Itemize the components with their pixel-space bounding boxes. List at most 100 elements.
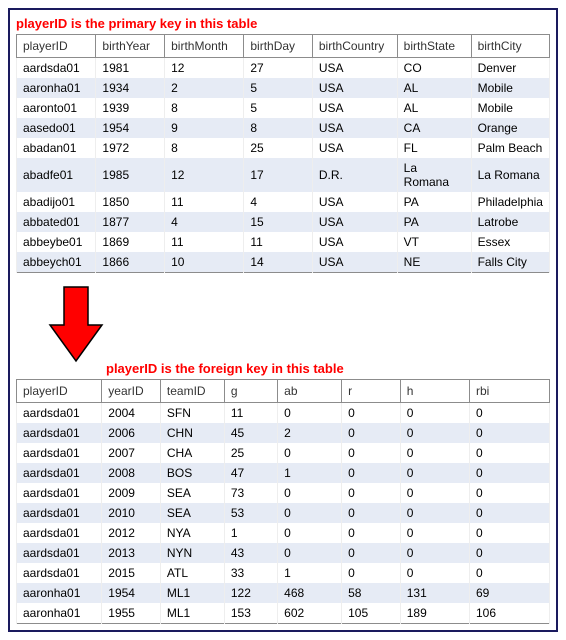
table-cell: abbeych01 xyxy=(17,252,96,273)
table-cell: Denver xyxy=(471,58,549,79)
table-row: abadfe0119851217D.R.La RomanaLa Romana xyxy=(17,158,550,192)
table-cell: 0 xyxy=(342,443,401,463)
table-cell: 153 xyxy=(224,603,277,624)
table-cell: CA xyxy=(397,118,471,138)
stats-col-g: g xyxy=(224,380,277,403)
table-cell: 1985 xyxy=(96,158,165,192)
table-cell: 8 xyxy=(165,138,244,158)
table-cell: 2013 xyxy=(102,543,161,563)
table-row: abbeych0118661014USANEFalls City xyxy=(17,252,550,273)
table-cell: 69 xyxy=(470,583,550,603)
table-cell: aardsda01 xyxy=(17,463,102,483)
table-cell: 0 xyxy=(470,523,550,543)
table-cell: 10 xyxy=(165,252,244,273)
table-cell: 2009 xyxy=(102,483,161,503)
table-cell: 0 xyxy=(470,403,550,424)
table-cell: La Romana xyxy=(397,158,471,192)
down-arrow-icon xyxy=(46,285,106,365)
table-cell: aaronto01 xyxy=(17,98,96,118)
table-cell: 0 xyxy=(400,403,469,424)
table-row: abbeybe0118691111USAVTEssex xyxy=(17,232,550,252)
table-cell: 0 xyxy=(400,463,469,483)
table-cell: abadfe01 xyxy=(17,158,96,192)
table-cell: 0 xyxy=(470,463,550,483)
table-cell: 0 xyxy=(470,443,550,463)
table-cell: AL xyxy=(397,98,471,118)
table-cell: 105 xyxy=(342,603,401,624)
table-cell: 0 xyxy=(400,503,469,523)
table-cell: abadijo01 xyxy=(17,192,96,212)
table-cell: 2007 xyxy=(102,443,161,463)
table-row: aardsda012010SEA530000 xyxy=(17,503,550,523)
table-row: aaronha011955ML1153602105189106 xyxy=(17,603,550,624)
table-row: aaronto01193985USAALMobile xyxy=(17,98,550,118)
table-cell: 25 xyxy=(244,138,313,158)
table-cell: USA xyxy=(312,58,397,79)
table-cell: AL xyxy=(397,78,471,98)
players-table: playerIDbirthYearbirthMonthbirthDaybirth… xyxy=(16,34,550,273)
table-cell: CHN xyxy=(160,423,224,443)
table-cell: 0 xyxy=(342,403,401,424)
table-cell: aaronha01 xyxy=(17,78,96,98)
players-table-header: playerIDbirthYearbirthMonthbirthDaybirth… xyxy=(17,35,550,58)
table-cell: abadan01 xyxy=(17,138,96,158)
table-cell: 33 xyxy=(224,563,277,583)
table-cell: 0 xyxy=(342,523,401,543)
table-cell: NYN xyxy=(160,543,224,563)
diagram-container: playerID is the primary key in this tabl… xyxy=(8,8,558,632)
table-cell: 4 xyxy=(165,212,244,232)
table-row: abbated011877415USAPALatrobe xyxy=(17,212,550,232)
table-cell: 12 xyxy=(165,158,244,192)
table-cell: CO xyxy=(397,58,471,79)
table-row: aardsda012004SFN110000 xyxy=(17,403,550,424)
table-cell: 0 xyxy=(342,423,401,443)
table-cell: 0 xyxy=(400,483,469,503)
table-cell: aardsda01 xyxy=(17,563,102,583)
table-cell: Palm Beach xyxy=(471,138,549,158)
table-cell: 2 xyxy=(165,78,244,98)
table-cell: 0 xyxy=(278,443,342,463)
table-cell: Mobile xyxy=(471,98,549,118)
table-cell: 106 xyxy=(470,603,550,624)
table-row: aardsda012013NYN430000 xyxy=(17,543,550,563)
table-row: aardsda012008BOS471000 xyxy=(17,463,550,483)
table-cell: 0 xyxy=(342,503,401,523)
arrow-container xyxy=(46,285,550,365)
table-cell: SEA xyxy=(160,503,224,523)
table-cell: USA xyxy=(312,252,397,273)
table-cell: 0 xyxy=(342,483,401,503)
primary-key-caption: playerID is the primary key in this tabl… xyxy=(16,16,550,31)
players-col-birthState: birthState xyxy=(397,35,471,58)
table-cell: aardsda01 xyxy=(17,58,96,79)
table-cell: USA xyxy=(312,192,397,212)
table-row: aaronha01193425USAALMobile xyxy=(17,78,550,98)
table-cell: 9 xyxy=(165,118,244,138)
table-cell: 0 xyxy=(400,523,469,543)
table-cell: 2006 xyxy=(102,423,161,443)
table-cell: ML1 xyxy=(160,583,224,603)
table-cell: 0 xyxy=(278,523,342,543)
table-cell: 0 xyxy=(342,563,401,583)
table-cell: 2008 xyxy=(102,463,161,483)
table-cell: 0 xyxy=(278,403,342,424)
table-cell: 45 xyxy=(224,423,277,443)
table-cell: 5 xyxy=(244,98,313,118)
table-cell: 47 xyxy=(224,463,277,483)
stats-col-teamID: teamID xyxy=(160,380,224,403)
table-cell: 1972 xyxy=(96,138,165,158)
table-cell: 0 xyxy=(278,543,342,563)
table-cell: PA xyxy=(397,192,471,212)
table-cell: 4 xyxy=(244,192,313,212)
table-row: aardsda012009SEA730000 xyxy=(17,483,550,503)
table-cell: 122 xyxy=(224,583,277,603)
table-cell: 131 xyxy=(400,583,469,603)
table-cell: 468 xyxy=(278,583,342,603)
table-cell: USA xyxy=(312,118,397,138)
table-cell: 0 xyxy=(342,463,401,483)
players-col-playerID: playerID xyxy=(17,35,96,58)
table-cell: aardsda01 xyxy=(17,523,102,543)
table-cell: Orange xyxy=(471,118,549,138)
table-cell: Falls City xyxy=(471,252,549,273)
stats-col-rbi: rbi xyxy=(470,380,550,403)
table-row: aasedo01195498USACAOrange xyxy=(17,118,550,138)
